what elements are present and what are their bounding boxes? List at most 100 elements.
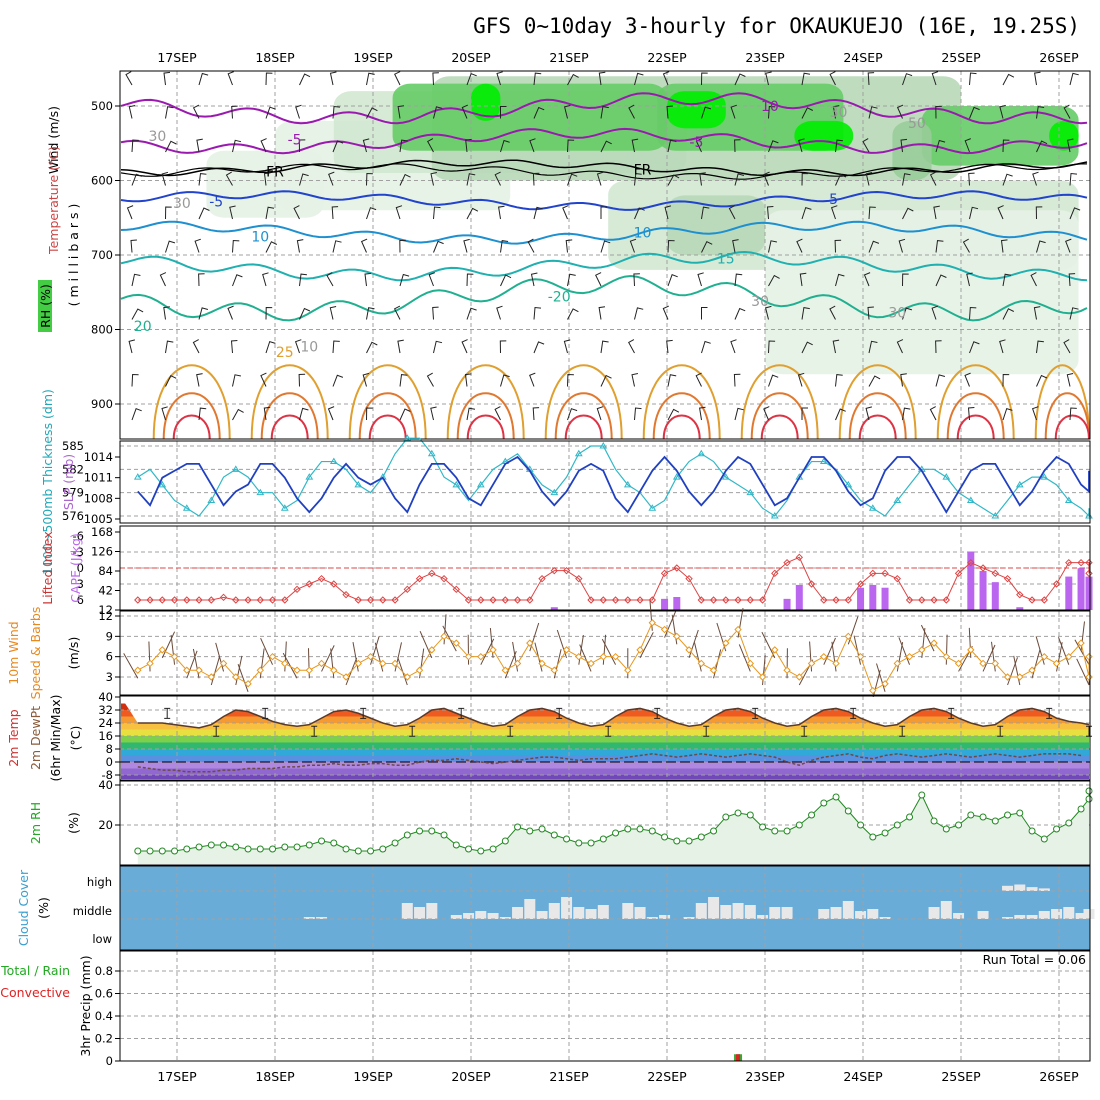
rh2m-tick-label-0: 40 <box>98 778 113 792</box>
temperature-color-bands <box>121 697 1089 779</box>
lifted-index-point-25 <box>440 574 448 583</box>
temp-max-marker-9 <box>1046 707 1053 719</box>
wind10-point-75 <box>1052 659 1061 668</box>
upper-wind-barb-137 <box>527 238 535 253</box>
contour-label-13: 30 <box>173 196 191 212</box>
upper-wind-barb-279 <box>969 206 979 220</box>
thickness-point-22 <box>403 434 412 441</box>
upper-wind-barb-291 <box>1000 239 1008 253</box>
precip-axis-label-2: Convective <box>0 985 70 1000</box>
thickness-line <box>137 437 1090 518</box>
date-label-bottom-21SEP: 21SEP <box>549 1069 589 1084</box>
lifted-index-point-62 <box>893 574 902 583</box>
upper-wind-barb-18 <box>163 306 170 320</box>
temp-band-5 <box>121 729 1089 736</box>
upper-wind-barb-214 <box>768 240 777 253</box>
upper-wind-barb-168 <box>634 173 642 186</box>
thickness-series <box>133 434 1093 519</box>
millibars-axis-label: ( m i l l i b a r s ) <box>66 204 81 307</box>
upper-wind-barb-2 <box>131 139 139 153</box>
thickness-point-52 <box>770 512 779 519</box>
wind10-tick-label-0: 12 <box>98 609 113 623</box>
wind10-barb-15 <box>321 645 335 672</box>
pressure-tick-label-4: 900 <box>91 397 113 411</box>
cloud-mid-bar-15 <box>316 917 328 919</box>
upper-wind-barb-71 <box>332 240 342 253</box>
upper-wind-barb-62 <box>299 307 311 320</box>
rh-patch-9 <box>667 91 726 129</box>
upper-wind-barb-253 <box>902 73 913 86</box>
upper-wind-barb-284 <box>964 372 971 387</box>
upper-wind-barb-40 <box>227 305 234 320</box>
wind10-point-67 <box>954 659 963 668</box>
wind10-point-12 <box>281 659 289 668</box>
diurnal-arch-3.5-2 <box>564 414 603 440</box>
lifted-index-point-47 <box>709 596 718 604</box>
upper-wind-barb-33 <box>227 71 234 86</box>
upper-wind-barb-229 <box>797 372 805 387</box>
cloud-mid-bar-43 <box>659 915 671 919</box>
upper-wind-barb-295 <box>1002 373 1010 387</box>
rh2m-point-42 <box>648 827 656 835</box>
wind10-point-14 <box>305 666 314 674</box>
upper-wind-barb-84 <box>366 307 375 320</box>
thickness-tick-label-2: 579 <box>62 486 84 500</box>
rh2m-point-21 <box>391 839 399 847</box>
lifted-index-point-66 <box>942 596 951 604</box>
upper-wind-barb-318 <box>1069 407 1077 421</box>
wind10-barb-13 <box>282 652 298 679</box>
precip-axis-label-3: 3hr Precip (mm) <box>78 955 93 1056</box>
wind10-barb-60 <box>872 669 881 699</box>
lifted-index-point-18 <box>354 596 363 604</box>
rh2m-point-53 <box>783 827 791 835</box>
thickness-point-40 <box>623 480 632 488</box>
upper-wind-barb-182 <box>667 274 678 287</box>
contour-label-18: 30 <box>148 129 166 145</box>
cloud-mid-bar-60 <box>867 909 879 919</box>
cape-bar-80 <box>1085 587 1093 610</box>
upper-wind-barb-167 <box>631 138 639 153</box>
upper-wind-barb-104 <box>433 240 444 253</box>
rh2m-point-64 <box>918 791 926 799</box>
upper-wind-barb-150 <box>567 308 579 320</box>
diurnal-arch-3.5-1 <box>554 392 613 440</box>
upper-wind-barb-246 <box>868 206 876 220</box>
upper-wind-barb-132 <box>533 72 542 86</box>
wind10-point-77 <box>1077 639 1085 647</box>
upper-wind-barb-285 <box>967 407 975 421</box>
wind10-barb-73 <box>1031 649 1041 679</box>
upper-wind-barb-187 <box>701 72 708 86</box>
upper-wind-barb-131 <box>494 406 501 421</box>
wind10-frame <box>119 610 1091 696</box>
upper-wind-barb-127 <box>500 274 512 287</box>
wind10-tick-label-2: 6 <box>106 650 113 664</box>
upper-wind-barb-64 <box>298 373 306 387</box>
temp-min-marker-3 <box>507 725 514 737</box>
upper-wind-barb-109 <box>430 406 437 421</box>
lifted-index-point-38 <box>599 596 608 604</box>
rh2m-point-12 <box>281 843 289 851</box>
temp-min-marker-5 <box>703 725 710 737</box>
cape-tick-label-3: 42 <box>98 584 113 598</box>
upper-wind-barb-47 <box>263 172 271 186</box>
wind10-barb-44 <box>671 614 678 645</box>
pressure-tick-label-1: 600 <box>91 174 113 188</box>
cloud-level-low: low <box>92 932 112 946</box>
wind10-barb-8 <box>235 655 243 686</box>
rh2m-point-74 <box>1040 835 1048 843</box>
upper-wind-barb-120 <box>466 407 476 421</box>
wind10-panel: 12 9 6 3 10m Wind Speed & Barbs (m/s) <box>6 600 1093 699</box>
lifted-index-point-74 <box>1040 596 1049 604</box>
upper-wind-barb-90 <box>399 139 408 153</box>
upper-wind-barb-115 <box>463 238 470 253</box>
lifted-index-point-2 <box>158 596 167 604</box>
cloud-mid-bar-32 <box>524 899 536 919</box>
wind10-point-15 <box>317 659 326 668</box>
cape-bar-59 <box>857 587 865 610</box>
upper-wind-barb-272 <box>935 340 942 354</box>
upper-wind-barb-195 <box>701 340 711 354</box>
upper-wind-barb-205 <box>734 307 746 320</box>
temp-max-marker-5 <box>654 707 661 719</box>
thickness-point-50 <box>746 488 755 496</box>
